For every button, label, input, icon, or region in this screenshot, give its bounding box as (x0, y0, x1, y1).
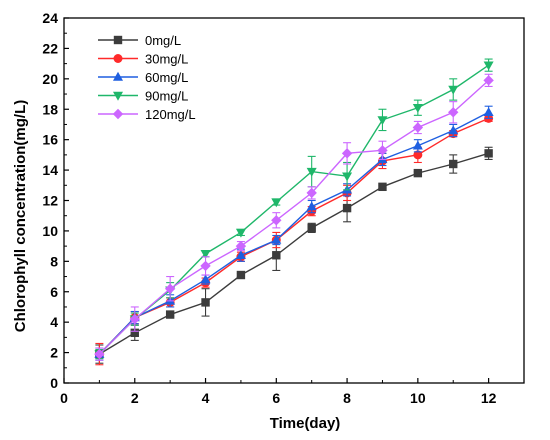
data-point (377, 116, 388, 126)
legend-label: 60mg/L (145, 70, 188, 85)
data-point (200, 250, 211, 259)
series-line (98, 111, 489, 355)
data-point (341, 148, 353, 159)
data-point (483, 75, 494, 86)
data-point (449, 159, 458, 169)
legend-marker (113, 35, 123, 45)
x-axis-title: Time(day) (270, 415, 341, 432)
data-point (164, 283, 176, 294)
legend-label: 0mg/L (145, 33, 181, 48)
x-tick-label: 0 (60, 390, 68, 406)
y-tick-label: 20 (42, 71, 58, 87)
y-tick-label: 2 (50, 345, 58, 361)
legend: 0mg/L 30mg/L 60mg/L 90mg/L 120mg/L (98, 33, 196, 122)
data-point (165, 310, 175, 319)
y-tick-label: 18 (42, 101, 58, 117)
y-tick-label: 0 (50, 375, 58, 391)
data-point (413, 150, 423, 160)
data-point (94, 348, 105, 360)
data-point (448, 107, 459, 118)
legend-label: 120mg/L (145, 107, 196, 122)
data-point (342, 203, 352, 213)
data-point (235, 240, 247, 252)
series-line (98, 79, 490, 355)
series-line (98, 64, 490, 355)
x-tick-label: 6 (272, 390, 280, 406)
data-point (448, 85, 459, 95)
data-point (271, 234, 282, 244)
data-point (272, 251, 281, 260)
data-point (342, 172, 353, 182)
data-point (130, 328, 139, 338)
x-tick-label: 2 (131, 390, 139, 406)
y-tick-label: 8 (50, 253, 58, 269)
data-point (129, 313, 140, 325)
x-tick-label: 10 (410, 390, 426, 406)
data-point (378, 182, 387, 192)
data-point (413, 168, 423, 178)
series-line (99, 152, 489, 355)
legend-marker (113, 91, 123, 101)
data-point (201, 298, 210, 307)
data-point (412, 104, 423, 113)
legend-marker (113, 71, 123, 81)
y-tick-label: 22 (42, 40, 58, 56)
data-point (307, 223, 316, 233)
y-tick-label: 16 (42, 132, 58, 148)
data-point (412, 122, 424, 133)
y-tick-label: 4 (50, 314, 58, 330)
y-tick-label: 10 (42, 223, 58, 239)
data-point (200, 260, 211, 272)
y-axis-title: Chlorophyll concentration(mg/L) (12, 100, 29, 333)
legend-label: 90mg/L (145, 89, 188, 104)
data-point (412, 140, 423, 150)
x-tick-label: 4 (202, 390, 210, 406)
legend-marker (112, 108, 124, 120)
legend-marker (113, 54, 123, 63)
plot-area: 0 2 4 6 8 10 120246810121416182022240mg/L30mg/… (42, 10, 525, 406)
data-point (484, 149, 493, 158)
x-tick-label: 12 (481, 390, 497, 406)
data-point (236, 270, 246, 280)
y-tick-label: 12 (42, 193, 58, 209)
data-point (271, 198, 282, 208)
data-point (271, 215, 282, 226)
series-120mg-l (94, 73, 494, 361)
data-point (448, 125, 459, 135)
y-tick-label: 6 (50, 284, 58, 300)
data-point (483, 107, 494, 116)
y-tick-label: 14 (42, 162, 58, 178)
legend-label: 30mg/L (145, 52, 188, 67)
data-point (200, 274, 211, 284)
data-point (306, 187, 317, 199)
y-tick-label: 24 (42, 10, 58, 26)
data-point (235, 250, 246, 259)
data-point (235, 228, 246, 238)
x-tick-label: 8 (343, 390, 351, 406)
data-point (483, 61, 494, 71)
data-point (306, 167, 317, 177)
series-line (98, 117, 489, 355)
data-point (377, 145, 388, 156)
series-0mg-l (95, 146, 493, 364)
data-point (306, 201, 317, 211)
